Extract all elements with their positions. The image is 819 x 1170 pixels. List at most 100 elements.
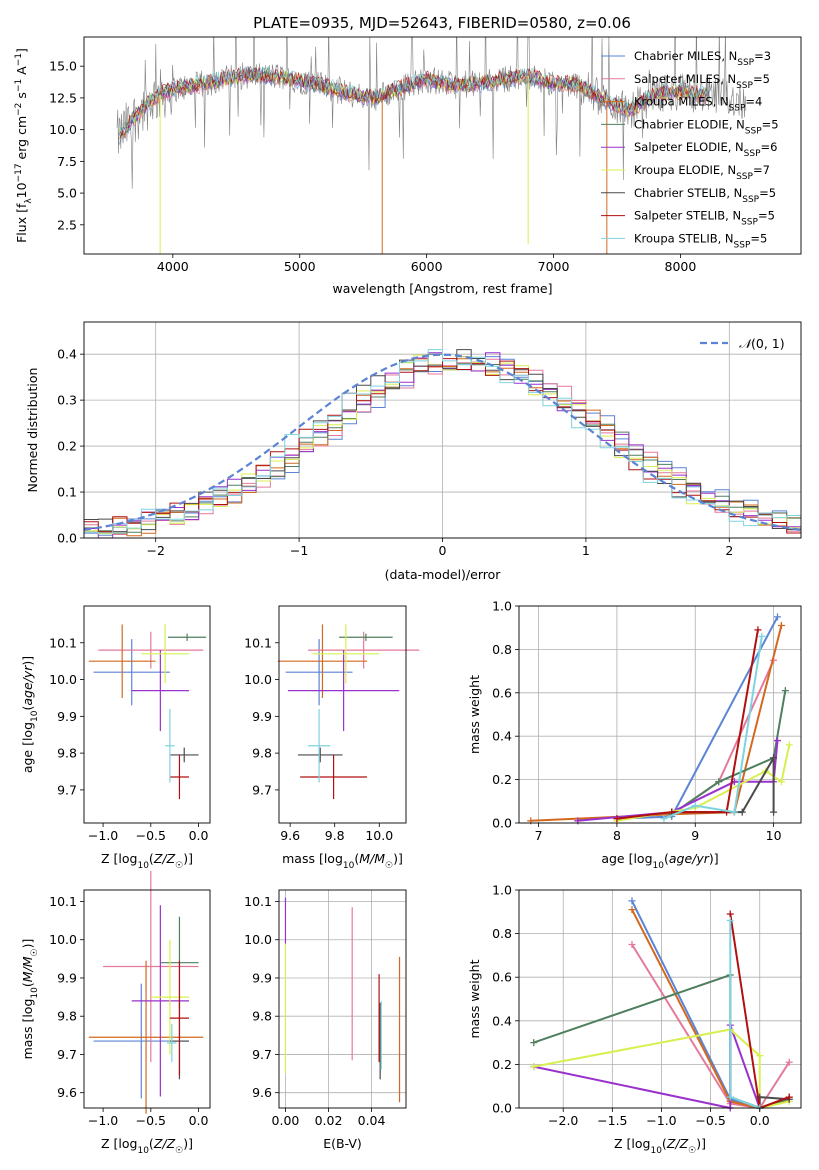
panel-mass_vs_Z: −1.0 −0.5 0.0 9.6 9.7 9.8 9.9 10.0 10.1 Z [log10(… [20,870,211,1156]
weight-line-salpeter-miles [671,659,775,816]
weight-marker [628,906,636,914]
panel-weight_vs_Z: −2.0 −1.5 −1.0 −0.5 0.0 0.0 0.2 0.4 0.6 0.8 1.0 Z [… [467,883,802,1156]
x-tick-label: 7 [535,828,543,843]
weight-line-salpeter-stelib [616,629,759,820]
legend-label-kroupa-elodie: Kroupa ELODIE, NSSP=7 [634,163,770,182]
weight-marker [785,1058,793,1066]
axes-frame [278,889,407,1109]
weight-marker [730,808,738,816]
x-tick-label: −0.5 [136,1113,166,1128]
x-tick-label: 9 [691,828,699,843]
x-tick-label: 9.8 [325,828,345,843]
x-tick-label: −2.0 [548,1113,578,1128]
x-tick-label: 7000 [538,259,570,274]
y-axis-label: mass [log10(M/M☉)] [20,939,40,1060]
errorbar-chabrier-stelib [297,747,343,763]
figure-title: PLATE=0935, MJD=52643, FIBERID=0580, z=0… [253,14,631,32]
errorbar-kroupa-stelib [167,1023,177,1063]
errorbar-salpeter-miles [307,631,420,669]
x-tick-label: 9.6 [280,828,300,843]
legend-label-salpeter-elodie: Salpeter ELODIE, NSSP=6 [634,140,777,159]
y-tick-label: 12.5 [49,90,77,105]
weight-marker [738,808,746,816]
errorbar-salpeter-stelib [169,754,189,800]
x-tick-label: 5000 [284,259,316,274]
y-tick-label: 9.8 [252,1009,272,1024]
weight-marker [691,802,699,810]
panel-weight_vs_age: 7 8 9 10 0.0 0.2 0.4 0.6 0.8 1.0 age [log10(age/yr… [467,599,802,871]
x-tick-label: 8000 [665,259,697,274]
y-tick-label: 9.7 [57,1047,77,1062]
y-tick-label: 10.0 [49,672,77,687]
legend-label-salpeter-stelib: Salpeter STELIB, NSSP=5 [634,209,775,228]
x-axis-label: Z [log10(Z/Z☉)] [101,851,193,871]
y-axis-label: Normed distribution [25,368,40,493]
x-axis-label: age [log10(age/yr)] [601,851,718,871]
histogram-kroupa-stelib [84,349,801,534]
axes-frame [83,36,802,255]
x-tick-label: −0.5 [695,1113,725,1128]
x-tick-label: 0.0 [750,1113,770,1128]
x-tick-label: 0.00 [272,1113,300,1128]
y-tick-label: 2.5 [57,217,77,232]
legend-label-chabrier-miles: Chabrier MILES, NSSP=3 [634,49,771,68]
x-tick-label: −1 [290,543,308,558]
axes-frame [83,889,211,1109]
errorbar-salpeter-elodie [287,650,400,732]
x-tick-label: −2 [146,543,164,558]
legend-label-kroupa-miles: Kroupa MILES, NSSP=4 [634,95,762,114]
y-tick-label: 0.1 [57,485,77,500]
plot-area [116,37,747,254]
errorbar-chabrier-miles [93,639,170,706]
weight-line-kroupa-miles [530,625,783,822]
y-tick-label: 9.9 [57,970,77,985]
weight-marker [777,622,785,630]
errorbar-salpeter-stelib [300,754,368,800]
legend-label-chabrier-elodie: Chabrier ELODIE, NSSP=5 [634,117,779,136]
errorbar-kroupa-elodie [150,939,189,1055]
x-tick-label: 2 [725,543,733,558]
y-tick-label: 9.6 [57,1085,77,1100]
errorbar-salpeter-elodie [131,650,189,732]
y-tick-label: 0.4 [492,1013,512,1028]
plot-area [83,349,802,539]
weight-marker [774,737,781,745]
y-tick-label: 7.5 [57,154,77,169]
errorbar-salpeter-stelib [169,960,189,1076]
y-tick-label: 15.0 [49,59,77,74]
y-tick-label: 10.0 [244,932,272,947]
axes-frame [83,321,802,539]
x-axis-label: wavelength [Angstrom, rest frame] [332,281,552,296]
y-tick-label: 9.8 [57,746,77,761]
x-axis-label: (data-model)/error [385,567,502,582]
y-axis-label: mass weight [467,959,482,1038]
y-tick-label: 0.8 [492,642,512,657]
axes-frame [518,889,802,1109]
weight-line-salpeter-miles [631,943,791,1110]
weight-marker [660,815,668,823]
panel-residuals: −2 −1 0 1 2 0.0 0.1 0.2 0.3 0.4 (data-model)/error… [25,321,802,582]
plot-area [277,624,420,800]
weight-marker [785,741,793,749]
y-axis-label: Flux [fλ10−17 erg cm−2 s−1 A−1] [14,48,34,243]
y-tick-label: 0.2 [492,1057,512,1072]
y-axis-label: mass weight [467,675,482,754]
panel-mass_vs_ebv: 0.00 0.02 0.04 9.6 9.7 9.8 9.9 10.0 10.1 E(B-V) [244,889,407,1151]
x-tick-label: −1.0 [88,1113,118,1128]
errorbar-kroupa-miles [277,624,368,698]
weight-line-chabrier-miles [631,900,760,1109]
x-tick-label: 8 [613,828,621,843]
weight-marker [530,1039,538,1047]
weight-marker [754,626,762,634]
legend-label-gaussian: 𝒩(0, 1) [739,336,785,351]
x-tick-label: 0.0 [189,828,209,843]
weight-line-kroupa-stelib [663,636,763,820]
x-tick-label: 4000 [157,259,189,274]
y-axis-label: age [log10(age/yr)] [20,656,40,773]
errorbar-chabrier-stelib [169,747,199,763]
weight-marker [628,941,636,948]
weight-line-chabrier-miles [616,616,779,820]
weight-marker [726,1093,734,1101]
y-tick-label: 9.8 [57,1009,77,1024]
legend-label-chabrier-stelib: Chabrier STELIB, NSSP=5 [634,186,776,205]
